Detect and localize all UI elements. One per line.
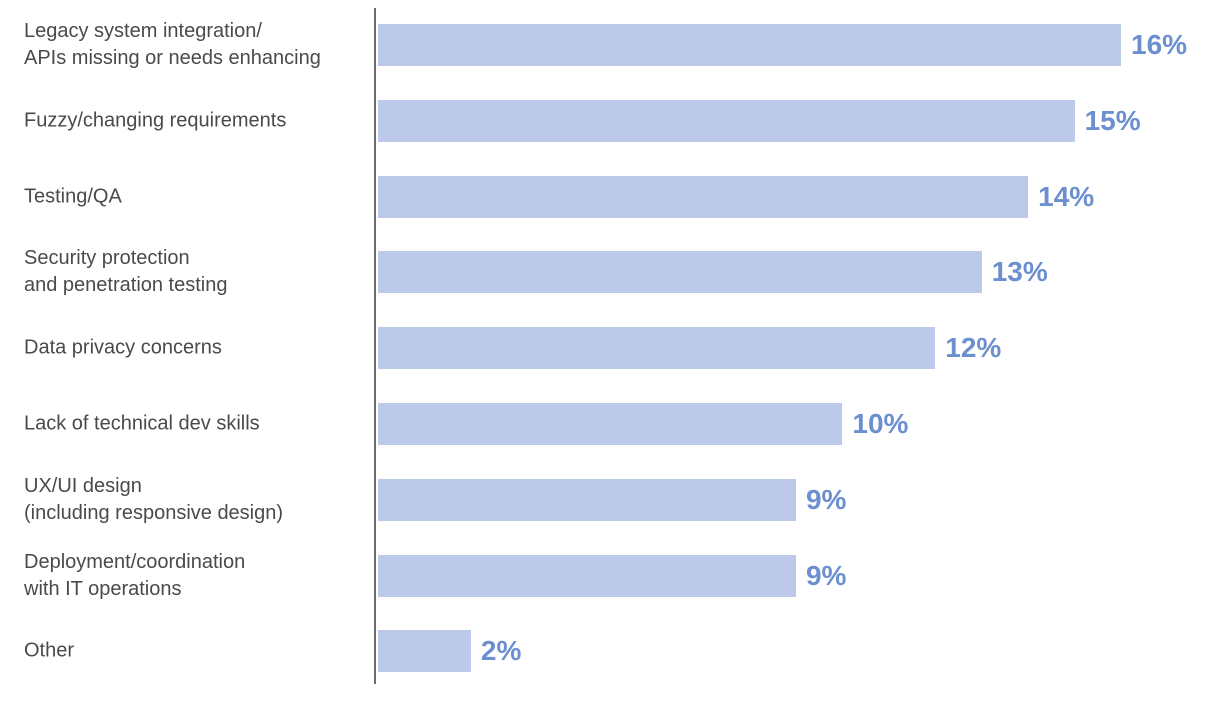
value-label: 15%: [1084, 104, 1141, 136]
bar: [378, 478, 796, 521]
value-label: 2%: [480, 635, 522, 667]
bar: [378, 630, 471, 673]
category-axis-line: [374, 8, 376, 684]
category-label: UX/UI design (including responsive desig…: [24, 474, 284, 524]
category-label: Testing/QA: [24, 185, 122, 208]
bar: [378, 554, 796, 597]
bar: [378, 99, 1075, 142]
bar: [378, 24, 1121, 66]
value-label: 12%: [945, 332, 1002, 364]
value-label: 9%: [805, 559, 847, 591]
value-label: 16%: [1131, 29, 1188, 60]
bar: [378, 251, 982, 294]
value-label: 13%: [991, 256, 1048, 288]
value-label: 9%: [805, 483, 847, 515]
category-label: Legacy system integration/ APIs missing …: [24, 20, 321, 69]
bar: [378, 175, 1029, 218]
category-label: Deployment/coordination with IT operatio…: [24, 550, 246, 600]
value-label: 10%: [852, 408, 909, 439]
category-label: Fuzzy/changing requirements: [24, 109, 287, 132]
category-label: Other: [24, 639, 75, 662]
value-label: 14%: [1038, 180, 1095, 212]
bar: [378, 327, 936, 370]
category-label: Data privacy concerns: [24, 336, 222, 359]
bar: [378, 403, 843, 445]
category-label: Lack of technical dev skills: [24, 412, 260, 435]
category-label: Security protection and penetration test…: [24, 247, 228, 297]
